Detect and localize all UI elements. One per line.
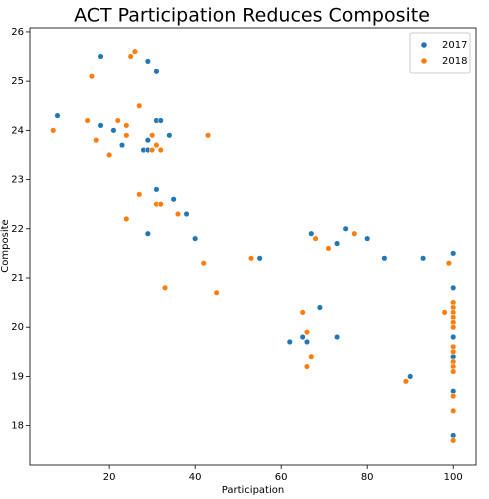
point — [450, 348, 457, 355]
y-tick-label: 26 — [11, 27, 24, 38]
y-tick-label: 22 — [11, 224, 24, 235]
point — [303, 338, 311, 346]
point — [153, 186, 160, 193]
y-tick-label: 18 — [11, 421, 24, 432]
x-axis-label: Participation — [222, 485, 284, 496]
point — [183, 210, 190, 218]
point — [342, 225, 349, 232]
x-tick-label: 40 — [189, 472, 202, 483]
point — [131, 48, 138, 55]
point — [205, 132, 212, 139]
x-tick-label: 80 — [361, 472, 374, 483]
point — [97, 53, 104, 60]
point — [93, 137, 100, 144]
y-tick-label: 23 — [11, 175, 24, 186]
point — [407, 373, 414, 380]
point — [106, 151, 113, 159]
point — [127, 53, 134, 60]
point — [299, 333, 306, 341]
point — [149, 132, 156, 139]
point — [303, 329, 311, 336]
point — [441, 309, 448, 316]
point — [136, 102, 143, 109]
x-tick-label: 20 — [103, 472, 116, 483]
point — [170, 196, 177, 203]
legend-marker — [421, 42, 427, 48]
point — [299, 309, 306, 316]
point — [161, 284, 169, 291]
legend-label: 2017 — [442, 40, 467, 51]
point — [351, 230, 358, 237]
point — [157, 201, 164, 208]
y-tick-label: 25 — [11, 76, 24, 87]
point — [402, 378, 409, 385]
y-tick-label: 24 — [11, 125, 24, 136]
point — [248, 255, 255, 262]
y-tick-label: 21 — [11, 273, 24, 284]
plot-frame — [29, 27, 477, 466]
x-tick-label: 60 — [275, 472, 288, 483]
point — [303, 363, 311, 370]
point — [153, 68, 160, 75]
point — [50, 127, 57, 134]
point — [54, 112, 61, 119]
point — [450, 324, 457, 331]
point — [450, 393, 457, 400]
point — [334, 333, 341, 341]
point — [213, 289, 220, 296]
y-tick-label: 19 — [11, 371, 24, 382]
point — [316, 304, 323, 311]
point — [325, 245, 332, 252]
point — [110, 127, 117, 134]
point — [157, 117, 164, 124]
point — [88, 73, 95, 80]
point — [144, 230, 151, 237]
point — [153, 142, 160, 149]
point — [114, 117, 121, 124]
point — [123, 132, 130, 139]
point — [450, 333, 457, 341]
point — [308, 353, 315, 360]
point — [445, 260, 452, 267]
point — [312, 235, 319, 242]
y-axis-label: Composite — [0, 219, 11, 272]
point — [174, 210, 181, 218]
point — [144, 137, 151, 144]
point — [256, 255, 263, 262]
legend-marker — [421, 58, 427, 64]
point — [123, 122, 130, 129]
point — [334, 240, 341, 247]
point — [84, 117, 91, 124]
point — [166, 132, 173, 139]
x-tick-label: 100 — [444, 472, 463, 483]
point — [118, 142, 126, 149]
point — [200, 260, 207, 267]
point — [144, 58, 151, 65]
point — [308, 230, 315, 237]
point — [450, 284, 457, 291]
point — [381, 255, 388, 262]
point — [450, 437, 457, 444]
point — [192, 235, 199, 242]
point — [364, 235, 371, 242]
y-tick-label: 20 — [11, 322, 24, 333]
legend-label: 2018 — [442, 56, 467, 67]
point — [286, 338, 293, 346]
point — [450, 407, 457, 414]
chart-title: ACT Participation Reduces Composite — [74, 5, 430, 27]
point — [450, 368, 457, 375]
point — [149, 146, 156, 154]
point — [450, 250, 457, 257]
legend-box — [409, 32, 471, 74]
point — [420, 255, 427, 262]
point — [123, 215, 130, 222]
point — [157, 146, 164, 154]
point — [97, 122, 104, 129]
point — [136, 191, 143, 198]
